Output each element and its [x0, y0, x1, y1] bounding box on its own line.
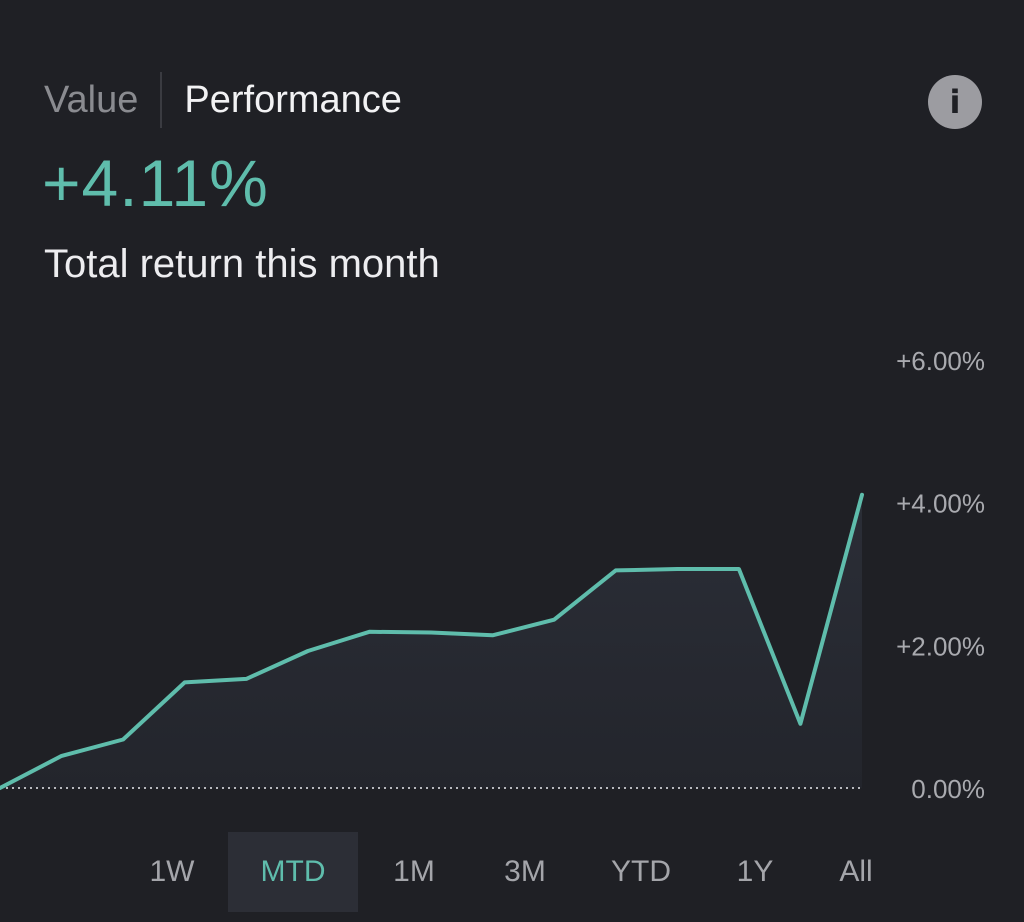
chart-series-line — [0, 492, 864, 790]
period-1m[interactable]: 1M — [393, 855, 435, 888]
period-selector: 1W MTD 1M 3M YTD 1Y All — [0, 832, 1024, 912]
y-tick-label: +6.00% — [896, 346, 985, 376]
total-return-caption: Total return this month — [44, 242, 440, 286]
chart-area-fill — [0, 494, 862, 788]
info-icon: i — [949, 83, 961, 121]
total-return-value: +4.11% — [42, 146, 269, 220]
period-ytd[interactable]: YTD — [611, 855, 671, 888]
period-1y[interactable]: 1Y — [736, 855, 774, 888]
tab-value[interactable]: Value — [44, 79, 139, 121]
info-button[interactable]: i — [928, 75, 982, 129]
y-tick-label: +4.00% — [896, 489, 985, 519]
y-tick-label: 0.00% — [911, 774, 985, 804]
tab-performance[interactable]: Performance — [184, 79, 402, 121]
period-mtd[interactable]: MTD — [228, 832, 358, 912]
y-tick-label: +2.00% — [896, 631, 985, 661]
tab-divider — [160, 72, 163, 128]
performance-chart: +6.00% +4.00% +2.00% 0.00% — [0, 346, 985, 804]
period-3m[interactable]: 3M — [504, 855, 546, 888]
period-1w[interactable]: 1W — [149, 855, 195, 888]
period-all[interactable]: All — [839, 855, 873, 888]
view-tabs: Value Performance — [44, 72, 402, 128]
